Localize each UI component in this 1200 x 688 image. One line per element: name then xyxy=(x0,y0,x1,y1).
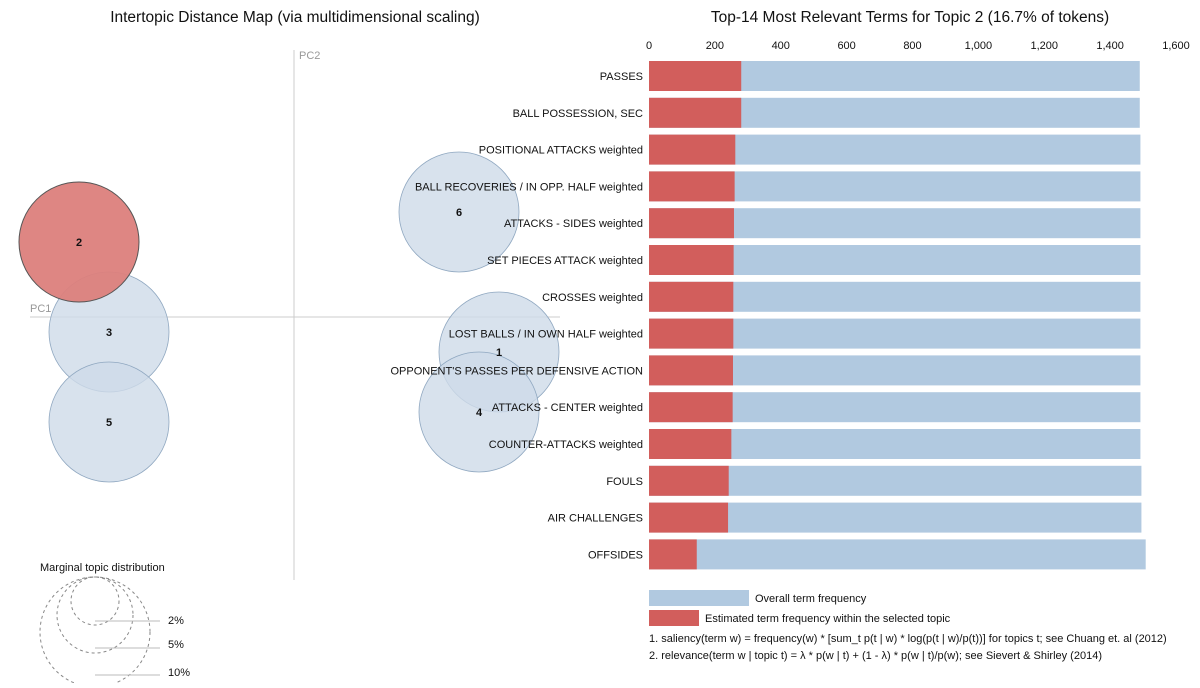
marginal-label-5pct: 5% xyxy=(168,639,184,651)
marginal-circle-5pct xyxy=(56,576,134,654)
topic-bubbles: 1 2 3 4 5 6 xyxy=(18,151,560,483)
footnote-relevance: 2. relevance(term w | topic t) = λ * p(w… xyxy=(649,650,1102,662)
relevant-terms-bar-chart xyxy=(649,61,1146,570)
bar-chart-x-axis: 0 200 400 600 800 1,000 1,200 1,400 1,600 xyxy=(646,40,1190,52)
term-label[interactable]: SET PIECES ATTACK weighted xyxy=(487,255,643,267)
topic-frequency-bar xyxy=(649,208,734,239)
topic-frequency-bar xyxy=(649,134,736,165)
legend-overall-swatch xyxy=(649,590,749,606)
x-tick-label: 1,400 xyxy=(1096,40,1124,52)
marginal-title: Marginal topic distribution xyxy=(40,562,165,574)
bar-legend: Overall term frequency Estimated term fr… xyxy=(649,590,951,626)
term-label[interactable]: BALL RECOVERIES / IN OPP. HALF weighted xyxy=(415,181,643,193)
term-label[interactable]: CROSSES weighted xyxy=(542,292,643,304)
topic-label-3: 3 xyxy=(106,327,112,339)
topic-frequency-bar xyxy=(649,281,734,312)
topic-frequency-bar xyxy=(649,392,733,423)
term-label[interactable]: FOULS xyxy=(606,476,643,488)
legend-topic-swatch xyxy=(649,610,699,626)
footnote-saliency: 1. saliency(term w) = frequency(w) * [su… xyxy=(649,633,1167,645)
term-label[interactable]: PASSES xyxy=(600,71,643,83)
topic-label-1: 1 xyxy=(496,347,502,359)
topic-bubble-5[interactable] xyxy=(48,361,170,483)
topic-frequency-bar xyxy=(649,502,729,533)
marginal-topic-distribution: Marginal topic distribution 2% 5% 10% xyxy=(39,562,190,688)
topic-label-4: 4 xyxy=(476,407,483,419)
pc2-axis-label: PC2 xyxy=(299,50,320,62)
x-tick-label: 1,600 xyxy=(1162,40,1190,52)
topic-bubble-4[interactable] xyxy=(418,351,540,473)
legend-overall-label: Overall term frequency xyxy=(755,593,867,605)
legend-topic-label: Estimated term frequency within the sele… xyxy=(705,613,951,625)
topic-frequency-bar xyxy=(649,465,729,496)
topic-frequency-bar xyxy=(649,539,697,570)
term-label[interactable]: LOST BALLS / IN OWN HALF weighted xyxy=(449,329,643,341)
overall-frequency-bar xyxy=(649,539,1146,570)
topic-frequency-bar xyxy=(649,245,734,275)
term-label[interactable]: OFFSIDES xyxy=(588,549,643,561)
overall-frequency-bar xyxy=(649,465,1142,496)
term-label[interactable]: ATTACKS - SIDES weighted xyxy=(504,218,643,230)
topic-bubble-6[interactable] xyxy=(398,151,520,273)
topic-bubble-2[interactable] xyxy=(18,181,140,303)
x-tick-label: 800 xyxy=(903,40,921,52)
topic-frequency-bar xyxy=(649,97,742,128)
marginal-circle-10pct xyxy=(39,576,151,688)
term-labels: PASSES BALL POSSESSION, SEC POSITIONAL ATT… xyxy=(390,71,643,561)
relevant-terms-title: Top-14 Most Relevant Terms for Topic 2 (… xyxy=(711,9,1109,26)
x-tick-label: 600 xyxy=(837,40,855,52)
x-tick-label: 200 xyxy=(706,40,724,52)
term-label[interactable]: COUNTER-ATTACKS weighted xyxy=(489,439,643,451)
topic-frequency-bar xyxy=(649,61,742,91)
marginal-label-10pct: 10% xyxy=(168,667,190,679)
x-tick-label: 1,000 xyxy=(965,40,993,52)
x-tick-label: 1,200 xyxy=(1030,40,1058,52)
x-tick-label: 0 xyxy=(646,40,652,52)
intertopic-map: PC2 PC1 1 2 3 4 5 6 xyxy=(18,50,560,580)
term-label[interactable]: ATTACKS - CENTER weighted xyxy=(492,402,643,414)
topic-frequency-bar xyxy=(649,429,732,459)
pc1-axis-label: PC1 xyxy=(30,303,51,315)
topic-frequency-bar xyxy=(649,171,735,202)
topic-label-6: 6 xyxy=(456,207,462,219)
term-label[interactable]: POSITIONAL ATTACKS weighted xyxy=(479,145,643,157)
marginal-label-2pct: 2% xyxy=(168,615,184,627)
overall-frequency-bar xyxy=(649,502,1142,533)
topic-label-5: 5 xyxy=(106,417,112,429)
topic-frequency-bar xyxy=(649,318,734,349)
term-label[interactable]: OPPONENT'S PASSES PER DEFENSIVE ACTION xyxy=(390,365,643,377)
topic-label-2: 2 xyxy=(76,237,82,249)
intertopic-map-title: Intertopic Distance Map (via multidimens… xyxy=(110,9,480,26)
term-label[interactable]: AIR CHALLENGES xyxy=(548,513,643,525)
x-tick-label: 400 xyxy=(772,40,790,52)
term-label[interactable]: BALL POSSESSION, SEC xyxy=(513,108,643,120)
marginal-circle-2pct xyxy=(70,576,120,626)
topic-frequency-bar xyxy=(649,355,733,386)
